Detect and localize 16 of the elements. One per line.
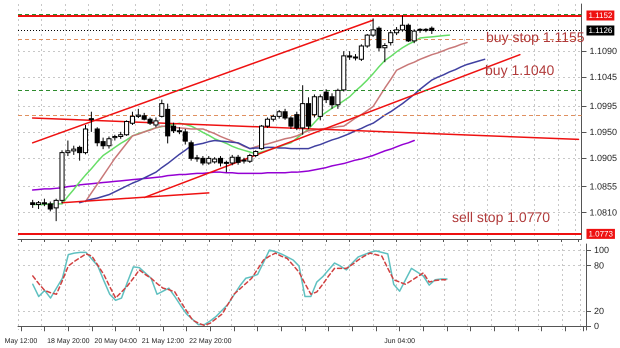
y-tick-label: 1.0905: [589, 152, 618, 163]
y-tick-label: 20: [594, 306, 604, 316]
y-tick-label: 100: [594, 245, 610, 256]
y-tick-label: 1.1045: [589, 72, 618, 82]
y-tick-label: 1.0950: [589, 126, 618, 137]
ref-line-label: 1.1152: [588, 11, 613, 20]
ref-line-label: 1.1126: [588, 26, 613, 35]
y-tick-label: 1.0810: [589, 208, 618, 218]
y-tick-label: 80: [594, 260, 604, 270]
annotation: sell stop 1.0770: [452, 209, 550, 225]
y-tick-label: 1.0995: [589, 100, 618, 111]
y-tick-label: 1.1090: [589, 46, 618, 56]
ref-line-label: 1.0773: [588, 229, 614, 238]
annotation: buy 1.1040: [485, 62, 554, 78]
y-tick-label: 1.0855: [589, 182, 618, 192]
y-tick-label: 0: [594, 321, 600, 332]
